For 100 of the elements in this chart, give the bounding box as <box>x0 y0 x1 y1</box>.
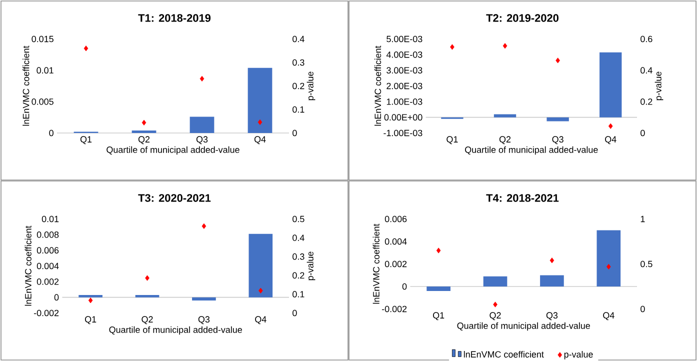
x-tick-label: Q1 <box>446 136 458 144</box>
point <box>202 223 206 229</box>
y-tick-label: 0.006 <box>36 247 59 254</box>
y-tick-label: 0.00E+00 <box>384 114 422 121</box>
y-tick-label: -0.002 <box>34 310 59 316</box>
y-axis-title: lnEnVMC coefficient <box>22 46 30 126</box>
bar <box>494 114 516 118</box>
y-axis-title: lnEnVMC coefficient <box>24 226 32 306</box>
point <box>145 275 150 281</box>
y-tick-label: 0.005 <box>32 98 54 105</box>
y-tick-label: 3.00E-03 <box>386 67 422 74</box>
point <box>88 298 93 304</box>
x-tick-label: Q1 <box>85 316 96 324</box>
bar <box>248 234 273 298</box>
bar <box>546 117 569 122</box>
y-tick-label: 0.002 <box>36 278 59 285</box>
y2-tick-label: 0.5 <box>640 260 652 268</box>
y-tick-label: 0.006 <box>384 216 407 222</box>
bar <box>248 68 272 133</box>
y2-tick-label: 0 <box>640 130 645 136</box>
bar <box>426 286 450 291</box>
y2-tick-label: 0 <box>640 306 645 312</box>
x-tick-label: Q2 <box>490 312 501 320</box>
y-tick-label: 5.00E-03 <box>386 36 422 42</box>
x-tick-label: Q4 <box>255 316 266 324</box>
y-tick-label: 1.00E-03 <box>386 98 422 105</box>
y-tick-label: 0 <box>54 294 59 301</box>
x-axis-title: Quartile of municipal added-value <box>106 146 240 155</box>
y-tick-label: 0.004 <box>36 262 59 270</box>
point <box>258 288 263 294</box>
point <box>502 43 508 49</box>
point <box>200 76 204 82</box>
x-tick-label: Q2 <box>142 316 153 324</box>
x-tick-label: Q4 <box>254 136 266 144</box>
y2-tick-label: 0.3 <box>292 253 304 260</box>
bar <box>540 275 564 286</box>
bar <box>192 297 216 300</box>
bar <box>596 230 621 286</box>
y-tick-label: 0.008 <box>36 231 59 238</box>
y-tick-label: 0 <box>49 130 54 136</box>
bar <box>132 130 156 133</box>
y-tick-label: 0.01 <box>36 67 54 74</box>
point <box>258 119 262 125</box>
x-tick-label: Q3 <box>198 316 210 324</box>
chart-title: T1: 2018-2019 <box>138 14 211 22</box>
y2-tick-label: 0.5 <box>292 216 304 222</box>
y-tick-label: 2.00E-03 <box>386 82 422 90</box>
legend-label: p-value <box>564 350 593 360</box>
x-axis-title: Quartile of municipal added-value <box>465 146 598 155</box>
y2-tick-label: 0.2 <box>292 82 304 90</box>
chart-title: T3: 2020-2021 <box>138 194 211 202</box>
bar <box>483 276 508 286</box>
y-tick-label: 0.004 <box>384 238 407 245</box>
bar <box>600 52 622 118</box>
y2-tick-label: 0.4 <box>292 234 304 241</box>
point <box>550 258 554 264</box>
point <box>606 264 611 270</box>
bar <box>78 294 102 298</box>
y-tick-label: 0.01 <box>42 216 59 222</box>
legend-label: lnEnVMC coefficient <box>464 350 544 358</box>
y-tick-label: 0.002 <box>384 260 407 268</box>
y-tick-label: 0 <box>402 283 407 290</box>
bar <box>135 294 160 298</box>
y2-tick-label: 0 <box>292 130 297 136</box>
point <box>493 302 498 308</box>
y2-tick-label: 1 <box>640 216 645 222</box>
x-tick-label: Q3 <box>546 312 558 320</box>
y2-tick-label: 0.4 <box>292 36 304 42</box>
y-axis-title: lnEnVMC coefficient <box>372 224 380 304</box>
chart-title: T4: 2018-2021 <box>486 194 559 202</box>
y2-tick-label: 0.4 <box>640 67 652 74</box>
y2-axis-title: p-value <box>654 72 664 100</box>
point <box>556 58 560 64</box>
point <box>608 123 613 129</box>
y-tick-label: -0.002 <box>382 306 407 312</box>
y2-tick-label: 0.2 <box>640 98 652 105</box>
x-tick-label: Q2 <box>138 136 150 144</box>
point <box>436 248 441 254</box>
x-axis-title: Quartile of municipal added-value <box>109 326 242 335</box>
x-tick-label: Q1 <box>80 136 92 144</box>
y-tick-label: 4.00E-03 <box>386 51 422 58</box>
x-tick-label: Q4 <box>605 136 616 144</box>
y2-axis-title: p-value <box>306 252 316 280</box>
x-tick-label: Q3 <box>196 136 208 144</box>
x-axis-title: Quartile of municipal added-value <box>457 322 590 331</box>
point <box>450 44 454 50</box>
x-tick-label: Q1 <box>433 312 444 320</box>
point <box>84 46 88 52</box>
y2-tick-label: 0.3 <box>292 59 304 66</box>
x-tick-label: Q2 <box>499 136 511 144</box>
point <box>142 120 146 126</box>
bar <box>190 116 214 133</box>
x-tick-label: Q4 <box>603 312 614 320</box>
y2-tick-label: 0 <box>292 310 297 316</box>
y-axis-title: lnEnVMC coefficient <box>374 46 382 126</box>
y-tick-label: 0.015 <box>32 36 54 42</box>
y2-tick-label: 0.1 <box>292 291 304 298</box>
chart-title: T2: 2019-2020 <box>486 14 558 22</box>
y2-tick-label: 0.2 <box>292 272 304 279</box>
y-tick-label: -1.00E-03 <box>384 130 422 136</box>
